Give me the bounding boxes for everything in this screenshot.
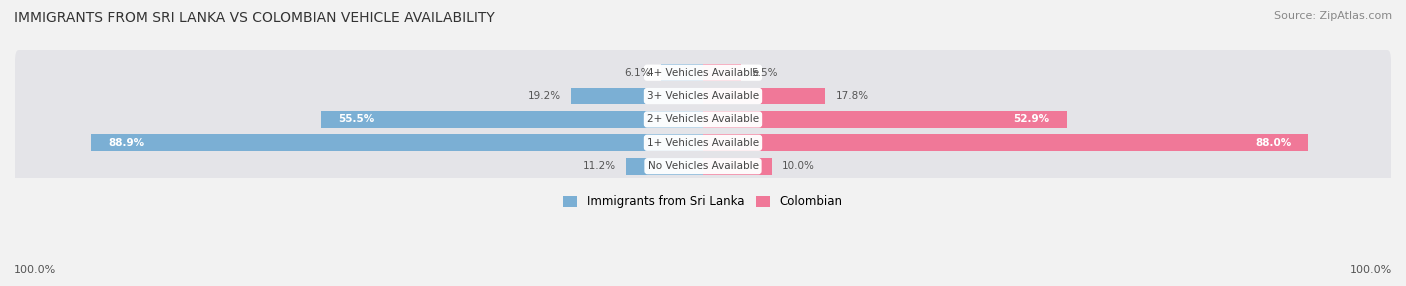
Text: 1+ Vehicles Available: 1+ Vehicles Available: [647, 138, 759, 148]
Text: 55.5%: 55.5%: [339, 114, 374, 124]
FancyBboxPatch shape: [15, 120, 1391, 165]
Legend: Immigrants from Sri Lanka, Colombian: Immigrants from Sri Lanka, Colombian: [558, 190, 848, 213]
Bar: [703, 88, 825, 104]
Bar: [661, 64, 703, 81]
Text: No Vehicles Available: No Vehicles Available: [648, 161, 758, 171]
Text: 100.0%: 100.0%: [1350, 265, 1392, 275]
Text: 3+ Vehicles Available: 3+ Vehicles Available: [647, 91, 759, 101]
Text: 10.0%: 10.0%: [782, 161, 815, 171]
Text: 6.1%: 6.1%: [624, 68, 651, 78]
Text: 52.9%: 52.9%: [1014, 114, 1050, 124]
Text: 17.8%: 17.8%: [835, 91, 869, 101]
Bar: [703, 111, 1067, 128]
Bar: [321, 111, 703, 128]
Text: Source: ZipAtlas.com: Source: ZipAtlas.com: [1274, 11, 1392, 21]
Text: 2+ Vehicles Available: 2+ Vehicles Available: [647, 114, 759, 124]
Text: 11.2%: 11.2%: [582, 161, 616, 171]
FancyBboxPatch shape: [15, 97, 1391, 142]
Bar: [91, 134, 703, 151]
FancyBboxPatch shape: [15, 74, 1391, 119]
Bar: [571, 88, 703, 104]
Text: 88.0%: 88.0%: [1256, 138, 1291, 148]
FancyBboxPatch shape: [15, 144, 1391, 189]
Text: 100.0%: 100.0%: [14, 265, 56, 275]
Bar: [626, 158, 703, 174]
Text: 19.2%: 19.2%: [527, 91, 561, 101]
Text: 5.5%: 5.5%: [751, 68, 778, 78]
FancyBboxPatch shape: [15, 50, 1391, 95]
Text: 4+ Vehicles Available: 4+ Vehicles Available: [647, 68, 759, 78]
Bar: [703, 134, 1309, 151]
Bar: [703, 64, 741, 81]
Bar: [703, 158, 772, 174]
Text: 88.9%: 88.9%: [108, 138, 145, 148]
Text: IMMIGRANTS FROM SRI LANKA VS COLOMBIAN VEHICLE AVAILABILITY: IMMIGRANTS FROM SRI LANKA VS COLOMBIAN V…: [14, 11, 495, 25]
